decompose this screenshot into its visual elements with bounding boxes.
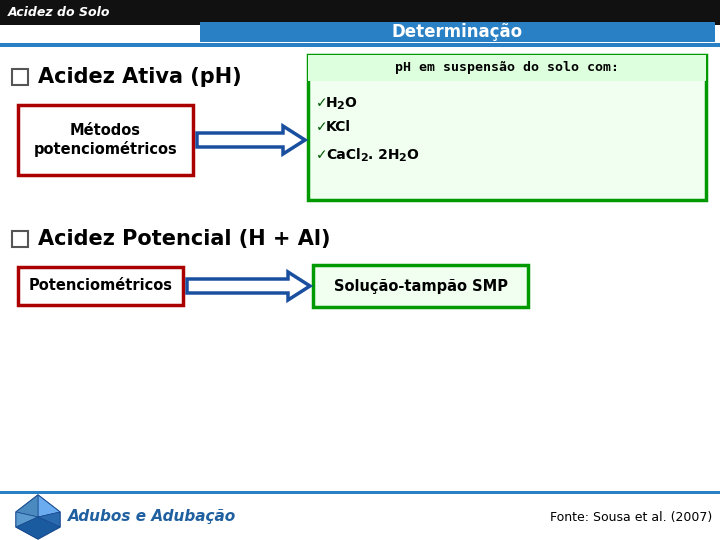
Text: Solução-tampão SMP: Solução-tampão SMP bbox=[333, 279, 508, 294]
Polygon shape bbox=[16, 495, 60, 539]
FancyBboxPatch shape bbox=[308, 55, 706, 81]
FancyBboxPatch shape bbox=[200, 22, 715, 42]
Polygon shape bbox=[38, 512, 60, 527]
FancyBboxPatch shape bbox=[0, 491, 720, 494]
Polygon shape bbox=[187, 272, 310, 300]
FancyBboxPatch shape bbox=[0, 43, 720, 47]
Text: 2: 2 bbox=[398, 153, 406, 163]
Polygon shape bbox=[16, 512, 38, 527]
Text: ✓: ✓ bbox=[316, 96, 328, 110]
Text: 2: 2 bbox=[360, 153, 368, 163]
Polygon shape bbox=[16, 495, 38, 517]
FancyBboxPatch shape bbox=[18, 105, 193, 175]
Text: Acidez Potencial (H + Al): Acidez Potencial (H + Al) bbox=[38, 229, 330, 249]
Text: Adubos e Adubação: Adubos e Adubação bbox=[68, 510, 236, 524]
Polygon shape bbox=[16, 517, 60, 539]
FancyBboxPatch shape bbox=[12, 231, 28, 247]
FancyBboxPatch shape bbox=[308, 55, 706, 200]
Text: ✓: ✓ bbox=[316, 120, 328, 134]
Text: KCl: KCl bbox=[326, 120, 351, 134]
Text: ✓: ✓ bbox=[316, 148, 328, 162]
FancyBboxPatch shape bbox=[313, 265, 528, 307]
Text: O: O bbox=[406, 148, 418, 162]
Text: Fonte: Sousa et al. (2007): Fonte: Sousa et al. (2007) bbox=[550, 510, 712, 523]
Polygon shape bbox=[197, 126, 305, 154]
Text: Potenciométricos: Potenciométricos bbox=[29, 279, 173, 294]
Text: H: H bbox=[326, 96, 338, 110]
FancyBboxPatch shape bbox=[12, 69, 28, 85]
Text: CaCl: CaCl bbox=[326, 148, 361, 162]
Text: Acidez Ativa (pH): Acidez Ativa (pH) bbox=[38, 67, 242, 87]
Text: pH em suspensão do solo com:: pH em suspensão do solo com: bbox=[395, 62, 619, 75]
Text: Acidez do Solo: Acidez do Solo bbox=[8, 6, 110, 19]
FancyBboxPatch shape bbox=[0, 0, 720, 25]
Text: . 2H: . 2H bbox=[368, 148, 400, 162]
Text: 2: 2 bbox=[336, 101, 343, 111]
FancyBboxPatch shape bbox=[18, 267, 183, 305]
Text: O: O bbox=[344, 96, 356, 110]
Polygon shape bbox=[38, 495, 60, 517]
Text: Métodos
potenciométricos: Métodos potenciométricos bbox=[34, 123, 177, 157]
Text: Determinação: Determinação bbox=[392, 23, 523, 41]
